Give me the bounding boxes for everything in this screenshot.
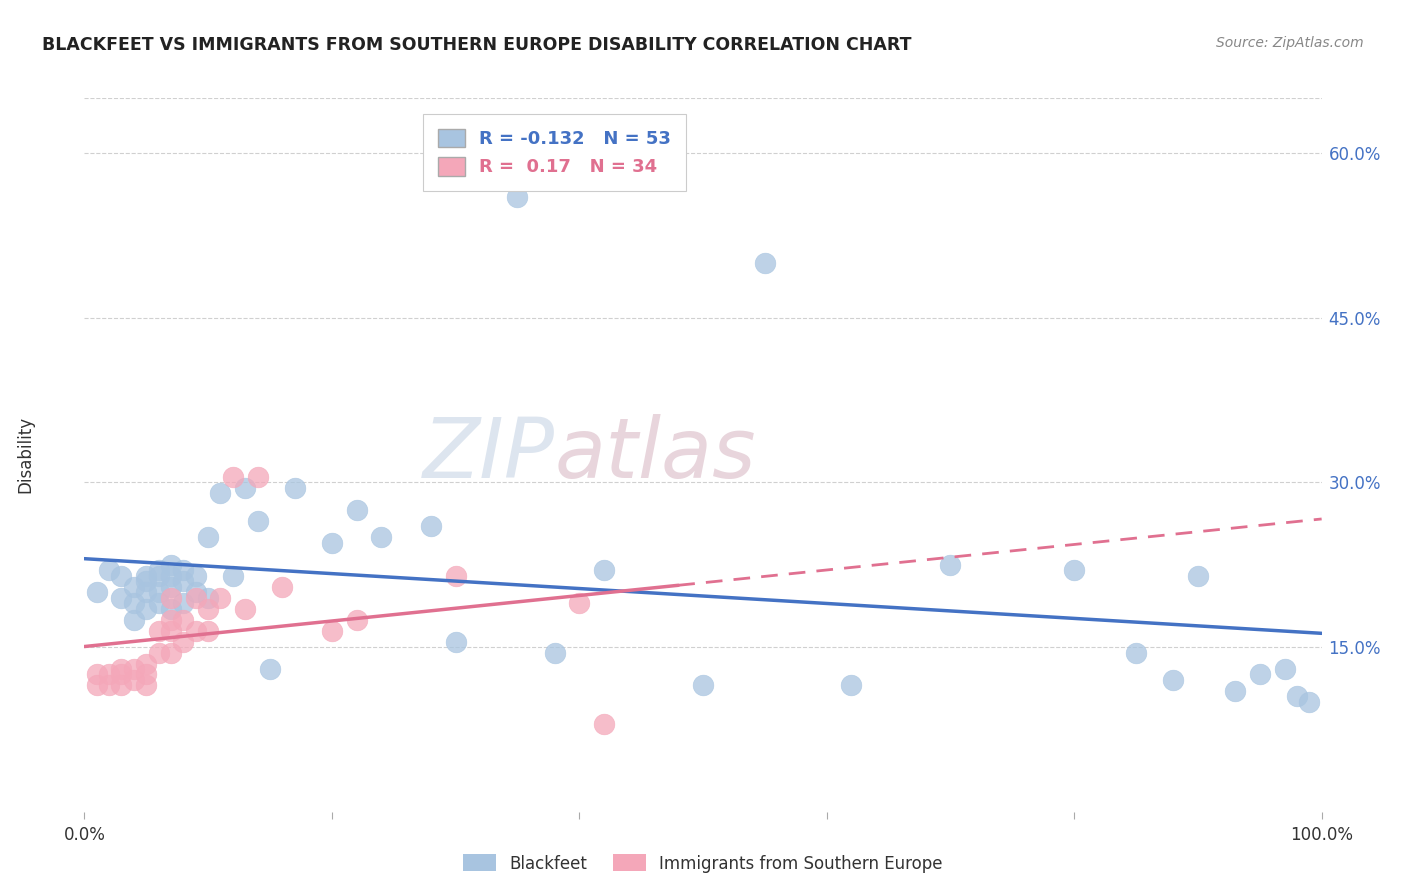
Point bbox=[172, 634, 194, 648]
Point bbox=[184, 568, 207, 582]
Point bbox=[135, 568, 157, 582]
Point bbox=[1223, 684, 1246, 698]
Text: Source: ZipAtlas.com: Source: ZipAtlas.com bbox=[1216, 36, 1364, 50]
Point bbox=[122, 673, 145, 687]
Point bbox=[370, 530, 392, 544]
Point bbox=[160, 613, 183, 627]
Point bbox=[148, 563, 170, 577]
Point bbox=[110, 662, 132, 676]
Point bbox=[543, 646, 565, 660]
Point bbox=[122, 596, 145, 610]
Point bbox=[148, 568, 170, 582]
Point bbox=[1063, 563, 1085, 577]
Text: atlas: atlas bbox=[554, 415, 756, 495]
Point bbox=[939, 558, 962, 572]
Point bbox=[233, 601, 256, 615]
Point bbox=[692, 678, 714, 692]
Point bbox=[148, 596, 170, 610]
Point bbox=[135, 574, 157, 589]
Point bbox=[160, 646, 183, 660]
Point bbox=[184, 585, 207, 599]
Point bbox=[110, 591, 132, 605]
Point bbox=[98, 678, 121, 692]
Point bbox=[1125, 646, 1147, 660]
Point bbox=[172, 574, 194, 589]
Point bbox=[197, 591, 219, 605]
Point bbox=[122, 580, 145, 594]
Point bbox=[86, 678, 108, 692]
Point bbox=[321, 535, 343, 549]
Point bbox=[86, 585, 108, 599]
Point bbox=[160, 601, 183, 615]
Point bbox=[593, 717, 616, 731]
Point bbox=[346, 503, 368, 517]
Point bbox=[246, 470, 269, 484]
Point bbox=[246, 514, 269, 528]
Point bbox=[135, 678, 157, 692]
Text: ZIP: ZIP bbox=[423, 415, 554, 495]
Point bbox=[1285, 690, 1308, 704]
Point bbox=[197, 601, 219, 615]
Point bbox=[233, 481, 256, 495]
Point bbox=[444, 568, 467, 582]
Point bbox=[160, 624, 183, 638]
Point bbox=[172, 596, 194, 610]
Point bbox=[568, 596, 591, 610]
Point bbox=[148, 646, 170, 660]
Point bbox=[98, 563, 121, 577]
Point bbox=[754, 256, 776, 270]
Point bbox=[1298, 695, 1320, 709]
Point bbox=[110, 667, 132, 681]
Point bbox=[284, 481, 307, 495]
Point bbox=[1249, 667, 1271, 681]
Point bbox=[98, 667, 121, 681]
Point bbox=[160, 591, 183, 605]
Point bbox=[197, 624, 219, 638]
Point bbox=[222, 470, 245, 484]
Point bbox=[160, 558, 183, 572]
Point bbox=[321, 624, 343, 638]
Point bbox=[259, 662, 281, 676]
Point bbox=[160, 580, 183, 594]
Point bbox=[135, 601, 157, 615]
Point bbox=[172, 613, 194, 627]
Point bbox=[271, 580, 294, 594]
Point bbox=[419, 519, 441, 533]
Point bbox=[172, 563, 194, 577]
Point bbox=[197, 530, 219, 544]
Point bbox=[444, 634, 467, 648]
Point bbox=[346, 613, 368, 627]
Point bbox=[209, 591, 232, 605]
Point bbox=[184, 591, 207, 605]
Point bbox=[593, 563, 616, 577]
Point bbox=[841, 678, 863, 692]
Point bbox=[135, 657, 157, 671]
Point bbox=[1274, 662, 1296, 676]
Point bbox=[184, 624, 207, 638]
Point bbox=[209, 486, 232, 500]
Text: BLACKFEET VS IMMIGRANTS FROM SOUTHERN EUROPE DISABILITY CORRELATION CHART: BLACKFEET VS IMMIGRANTS FROM SOUTHERN EU… bbox=[42, 36, 911, 54]
Point bbox=[160, 568, 183, 582]
Point bbox=[506, 190, 529, 204]
Point bbox=[122, 662, 145, 676]
Point bbox=[135, 585, 157, 599]
Legend: Blackfeet, Immigrants from Southern Europe: Blackfeet, Immigrants from Southern Euro… bbox=[457, 847, 949, 880]
Point bbox=[86, 667, 108, 681]
Point bbox=[148, 624, 170, 638]
Text: Disability: Disability bbox=[17, 417, 35, 493]
Point bbox=[122, 613, 145, 627]
Point bbox=[1161, 673, 1184, 687]
Point bbox=[222, 568, 245, 582]
Point bbox=[110, 678, 132, 692]
Point bbox=[148, 585, 170, 599]
Point bbox=[135, 667, 157, 681]
Point bbox=[1187, 568, 1209, 582]
Legend: R = -0.132   N = 53, R =  0.17   N = 34: R = -0.132 N = 53, R = 0.17 N = 34 bbox=[423, 114, 686, 191]
Point bbox=[110, 568, 132, 582]
